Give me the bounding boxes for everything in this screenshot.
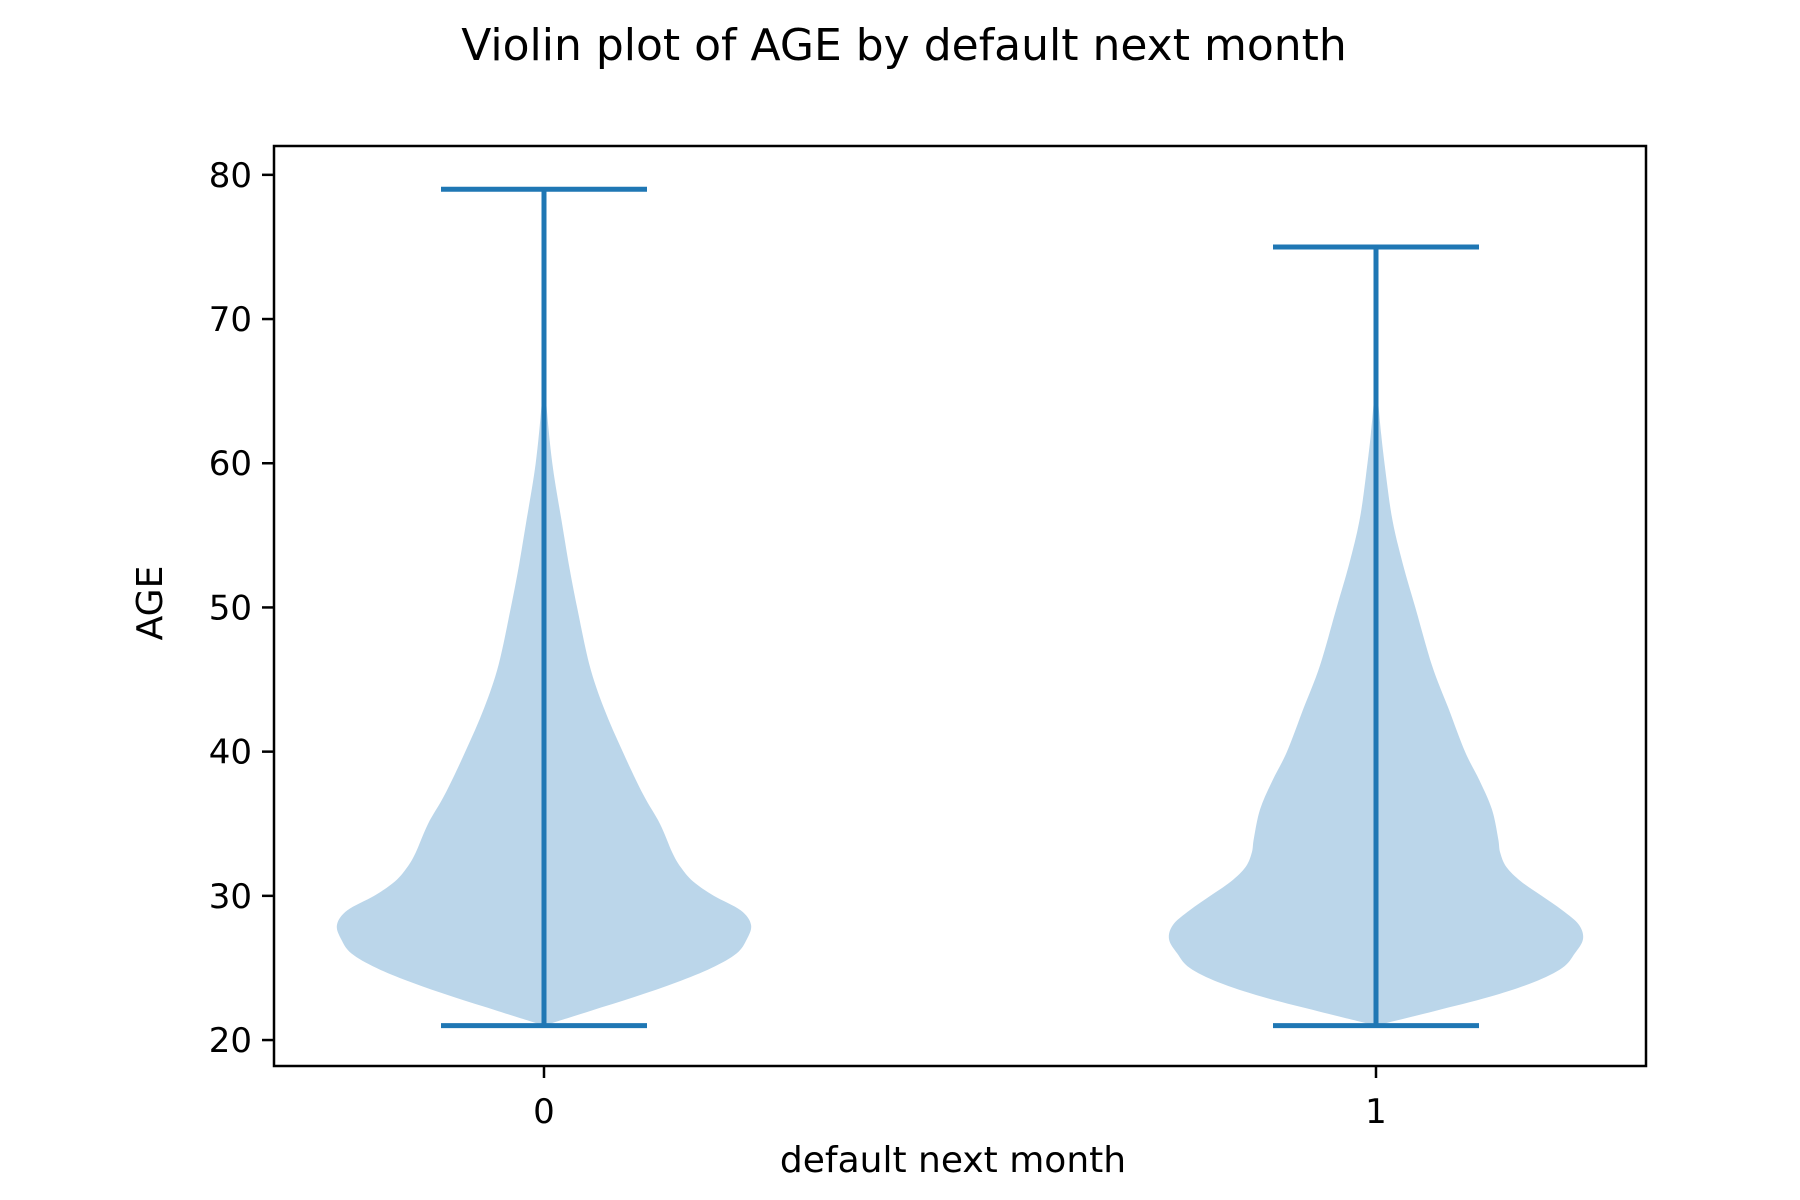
- x-axis-label: default next month: [780, 1140, 1126, 1181]
- plot-area-frame: [272, 144, 1648, 1068]
- y-tick-label-60: 60: [209, 444, 252, 484]
- y-tick-label-20: 20: [209, 1021, 252, 1061]
- y-tick-label-30: 30: [209, 877, 252, 917]
- y-tick-label-40: 40: [209, 733, 252, 773]
- y-tick-label-50: 50: [209, 588, 252, 628]
- x-tick-label-0: 0: [533, 1092, 555, 1132]
- x-tick-label-1: 1: [1365, 1092, 1387, 1132]
- chart-title: Violin plot of AGE by default next month: [461, 20, 1347, 71]
- y-axis-label: AGE: [130, 566, 171, 641]
- y-tick-label-80: 80: [209, 156, 252, 196]
- y-axis-ticks: 20 30 40 50 60 70 80: [209, 156, 274, 1061]
- violin-whiskers-layer: [441, 186, 1479, 1029]
- violin-bodies-layer: [336, 362, 1584, 1026]
- y-tick-label-70: 70: [209, 300, 252, 340]
